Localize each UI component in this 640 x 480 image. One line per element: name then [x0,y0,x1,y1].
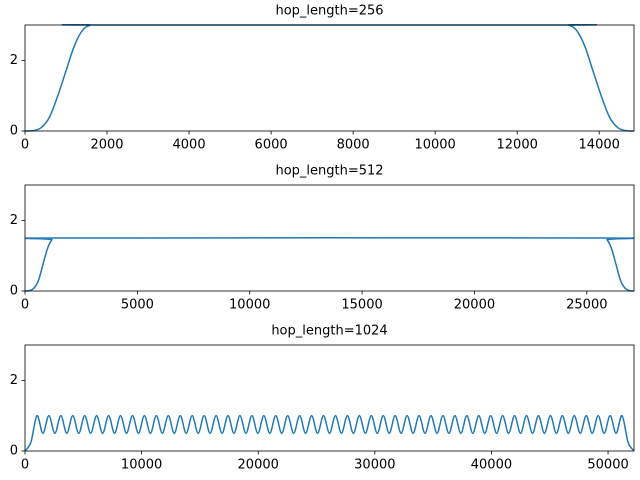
plot-frame [24,344,635,452]
x-tick-label: 10000 [414,138,455,153]
y-tick-label: 2 [10,53,18,68]
x-tick-label: 25000 [566,298,607,313]
y-tick-label: 2 [10,213,18,228]
subplot-title: hop_length=256 [275,4,383,19]
subplot: hop_length=1024 0 2 0 10000 20000 30000 40000 50… [10,324,635,473]
subplot: hop_length=256 0 2 0 2000 4000 6000 8000 10000 12… [10,4,635,153]
x-tick-label: 10000 [229,298,270,313]
x-tick-label: 50000 [587,458,628,473]
x-tick-label: 6000 [255,138,288,153]
x-tick-label: 5000 [121,298,154,313]
x-tick-label: 40000 [471,458,512,473]
x-tick-label: 8000 [337,138,370,153]
x-tick-label: 20000 [238,458,279,473]
subplot-title: hop_length=512 [275,164,383,179]
data-line [25,237,634,292]
x-tick-label: 15000 [341,298,382,313]
x-tick-label: 14000 [579,138,620,153]
x-tick-label: 10000 [121,458,162,473]
y-tick-label: 0 [10,284,18,299]
plot-frame [24,24,635,132]
x-tick-label: 2000 [90,138,123,153]
x-tick-label: 30000 [354,458,395,473]
x-tick-label: 0 [21,138,29,153]
data-line [25,414,634,452]
x-tick-label: 4000 [173,138,206,153]
x-tick-label: 0 [21,298,29,313]
y-tick-label: 0 [10,124,18,139]
subplot: hop_length=512 0 2 0 5000 10000 15000 20000 2500… [10,164,635,313]
subplot-title: hop_length=1024 [271,324,387,339]
y-tick-label: 0 [10,444,18,459]
y-tick-label: 2 [10,373,18,388]
data-line [25,24,634,132]
x-tick-label: 12000 [497,138,538,153]
plot-frame [24,184,635,292]
x-tick-label: 0 [21,458,29,473]
x-tick-label: 20000 [454,298,495,313]
